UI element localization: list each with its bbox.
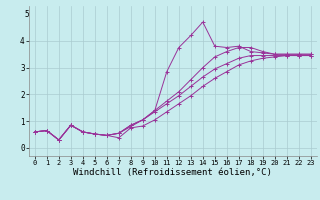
X-axis label: Windchill (Refroidissement éolien,°C): Windchill (Refroidissement éolien,°C) [73,168,272,177]
Text: 5: 5 [24,10,29,19]
